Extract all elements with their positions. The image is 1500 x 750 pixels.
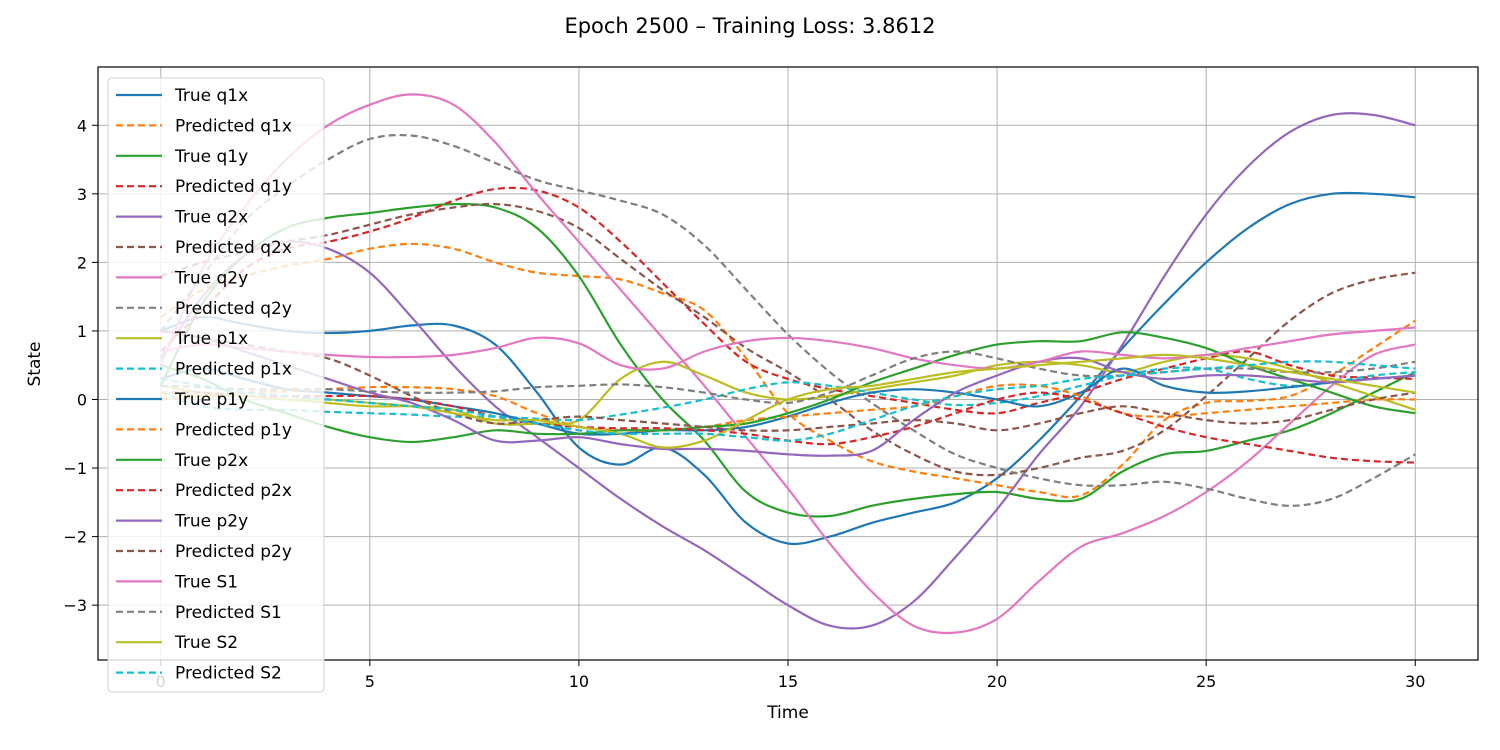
legend-label: True S2 — [174, 633, 238, 653]
legend-label: Predicted q1x — [175, 116, 292, 136]
legend-label: True p1y — [174, 390, 248, 410]
legend-label: Predicted p2y — [175, 542, 292, 562]
series-line-true-q1x — [160, 191, 1416, 546]
series-line-true-p2y — [160, 329, 1416, 457]
series-layer — [159, 93, 1416, 635]
y-axis: −3 −2 −1 0 1 2 3 4 — [63, 116, 98, 615]
legend-label: True q2x — [174, 208, 248, 228]
legend-label: True p2x — [174, 451, 248, 471]
y-tick-label: 0 — [77, 390, 87, 409]
legend-label: True q1y — [174, 147, 248, 167]
legend-label: Predicted q2x — [175, 238, 292, 258]
y-axis-title: State — [25, 342, 45, 387]
legend-label: Predicted q1y — [175, 177, 292, 197]
legend-label: Predicted S2 — [175, 664, 282, 684]
legend: True q1x Predicted q1x True q1y Predicted q… — [107, 77, 325, 693]
series-line-predicted-q2x — [160, 202, 1416, 477]
legend-label: True q1x — [174, 86, 248, 106]
legend-label: True p2y — [174, 512, 248, 532]
series-line-true-p2x — [160, 331, 1416, 444]
legend-label: True S1 — [174, 572, 238, 592]
y-tick-label: 2 — [77, 253, 87, 272]
y-tick-label: −1 — [63, 459, 87, 478]
legend-label: Predicted p1x — [175, 360, 292, 380]
series-line-true-s1 — [160, 326, 1416, 371]
legend-label: Predicted p2x — [175, 481, 292, 501]
legend-label: Predicted q2y — [175, 299, 292, 319]
y-tick-label: −2 — [63, 528, 87, 547]
x-tick-label: 5 — [365, 672, 375, 691]
series-line-predicted-s2 — [160, 360, 1416, 442]
series-line-predicted-q1x — [160, 242, 1416, 499]
x-tick-label: 10 — [569, 672, 589, 691]
legend-box — [107, 77, 325, 693]
series-line-true-q2y — [159, 93, 1416, 635]
x-tick-label: 15 — [778, 672, 798, 691]
legend-label: True q2y — [174, 268, 248, 288]
x-tick-label: 30 — [1405, 672, 1425, 691]
legend-label: Predicted S1 — [175, 603, 282, 623]
series-line-predicted-p2y — [160, 329, 1416, 432]
x-tick-label: 20 — [987, 672, 1007, 691]
chart-title: Epoch 2500 – Training Loss: 3.8612 — [564, 14, 935, 38]
series-line-true-q1y — [159, 202, 1416, 518]
series-line-predicted-p1y — [160, 383, 1416, 432]
y-tick-label: 1 — [77, 322, 87, 341]
y-tick-label: −3 — [63, 596, 87, 615]
y-tick-label: 3 — [77, 185, 87, 204]
x-axis-title: Time — [766, 703, 809, 723]
series-line-true-q2x — [159, 112, 1416, 630]
y-tick-label: 4 — [77, 116, 87, 135]
x-tick-label: 25 — [1196, 672, 1216, 691]
legend-label: Predicted p1y — [175, 420, 292, 440]
legend-label: True p1x — [174, 329, 248, 349]
